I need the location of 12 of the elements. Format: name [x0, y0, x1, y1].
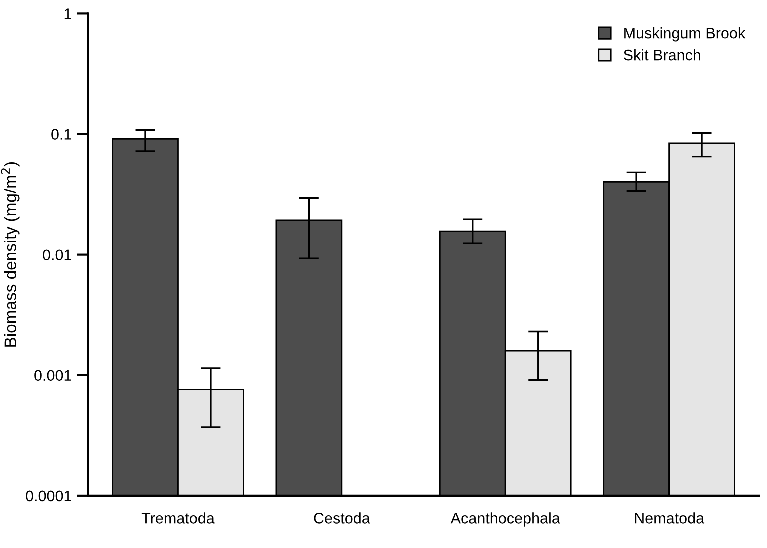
y-tick-label: 0.0001 [26, 490, 72, 502]
y-axis-title: Biomass density (mg/m$^{2}$) [1, 162, 20, 347]
x-tick-label: Trematoda [142, 512, 215, 524]
legend-label: Skit Branch [624, 49, 700, 61]
y-tick-label: 0.01 [43, 250, 72, 261]
x-tick-label: Nematoda [635, 512, 705, 524]
y-tick-label: 0.1 [52, 129, 72, 140]
y-tick-label: 0.001 [34, 370, 72, 382]
legend-label: Muskingum Brook [624, 28, 746, 42]
x-tick-label: Acanthocephala [450, 512, 560, 527]
y-tick-label: 1 [64, 8, 72, 20]
x-tick-label: Cestoda [314, 512, 370, 524]
